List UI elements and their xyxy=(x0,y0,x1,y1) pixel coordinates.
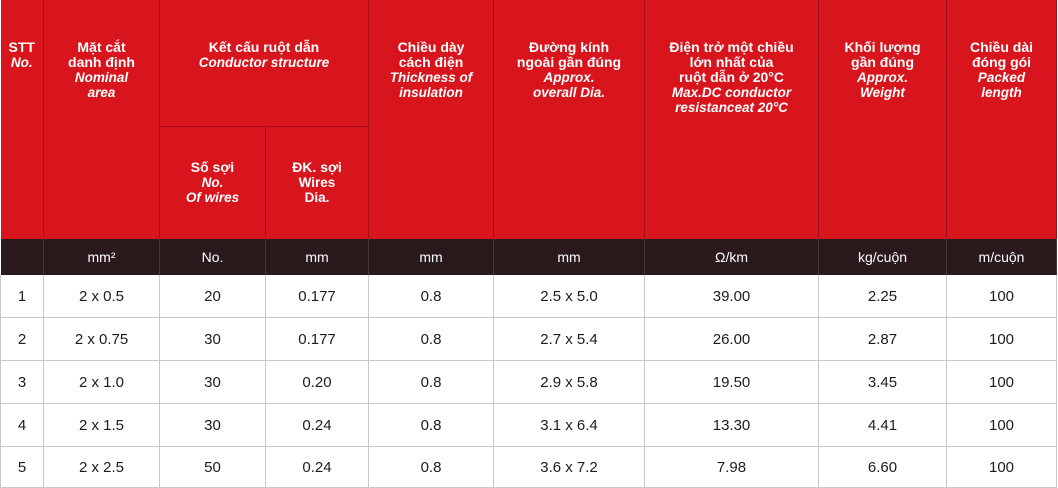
header-approx-weight: Khối lượng gần đúng Approx. Weight xyxy=(818,0,948,239)
cell-area: 2 x 0.75 xyxy=(43,317,160,361)
cell-stt: 3 xyxy=(0,360,44,404)
cell-resistance: 39.00 xyxy=(644,275,820,318)
cell-thickness: 0.8 xyxy=(368,360,495,404)
cell-length: 100 xyxy=(946,275,1058,318)
cell-dia: 0.177 xyxy=(265,275,370,318)
header-insulation-thickness: Chiều dày cách điện Thickness of insulat… xyxy=(368,0,495,239)
cell-overall: 2.5 x 5.0 xyxy=(493,275,646,318)
table-row: 5 2 x 2.5 50 0.24 0.8 3.6 x 7.2 7.98 6.6… xyxy=(0,446,1058,488)
cell-overall: 3.1 x 6.4 xyxy=(493,403,646,447)
cell-wires: 30 xyxy=(159,403,266,447)
table-row: 1 2 x 0.5 20 0.177 0.8 2.5 x 5.0 39.00 2… xyxy=(0,275,1058,318)
cell-area: 2 x 1.0 xyxy=(43,360,160,404)
cell-area: 2 x 2.5 xyxy=(43,446,160,488)
cell-thickness: 0.8 xyxy=(368,317,495,361)
header-wire-diameter: ĐK. sợi Wires Dia. xyxy=(265,126,370,239)
cell-area: 2 x 0.5 xyxy=(43,275,160,318)
cell-length: 100 xyxy=(946,403,1058,447)
unit-length: m/cuộn xyxy=(946,239,1058,275)
cell-area: 2 x 1.5 xyxy=(43,403,160,447)
header-row: STT No. Mặt cắt danh định Nominal area K… xyxy=(0,0,1058,239)
cell-weight: 3.45 xyxy=(818,360,948,404)
table-row: 4 2 x 1.5 30 0.24 0.8 3.1 x 6.4 13.30 4.… xyxy=(0,403,1058,447)
header-subrow: Số sợi No. Of wires ĐK. sợi Wires Dia. xyxy=(1,126,1057,239)
cell-dia: 0.24 xyxy=(265,446,370,488)
cell-wires: 20 xyxy=(159,275,266,318)
units-row: mm² No. mm mm mm Ω/km kg/cuộn m/cuộn xyxy=(0,239,1058,275)
cell-weight: 4.41 xyxy=(818,403,948,447)
cell-resistance: 13.30 xyxy=(644,403,820,447)
cell-wires: 30 xyxy=(159,360,266,404)
table-row: 3 2 x 1.0 30 0.20 0.8 2.9 x 5.8 19.50 3.… xyxy=(0,360,1058,404)
cell-overall: 2.9 x 5.8 xyxy=(493,360,646,404)
cell-dia: 0.24 xyxy=(265,403,370,447)
unit-resistance: Ω/km xyxy=(644,239,820,275)
cell-stt: 1 xyxy=(0,275,44,318)
cell-stt: 5 xyxy=(0,446,44,488)
table-row: 2 2 x 0.75 30 0.177 0.8 2.7 x 5.4 26.00 … xyxy=(0,317,1058,361)
cell-stt: 2 xyxy=(0,317,44,361)
cell-thickness: 0.8 xyxy=(368,446,495,488)
header-overall-diameter: Đường kính ngoài gần đúng Approx. overal… xyxy=(493,0,646,239)
header-packed-length: Chiều dài đóng gói Packed length xyxy=(946,0,1058,239)
header-dc-resistance: Điện trở một chiều lớn nhất của ruột dẫn… xyxy=(644,0,820,239)
cell-weight: 2.87 xyxy=(818,317,948,361)
unit-stt xyxy=(0,239,44,275)
unit-dia: mm xyxy=(265,239,370,275)
cell-resistance: 26.00 xyxy=(644,317,820,361)
unit-weight: kg/cuộn xyxy=(818,239,948,275)
header-nominal-area: Mặt cắt danh định Nominal area xyxy=(43,0,160,239)
header-number-of-wires: Số sợi No. Of wires xyxy=(159,126,266,239)
cell-length: 100 xyxy=(946,360,1058,404)
header-stt: STT No. xyxy=(0,0,44,239)
cell-resistance: 7.98 xyxy=(644,446,820,488)
cell-thickness: 0.8 xyxy=(368,403,495,447)
cell-weight: 2.25 xyxy=(818,275,948,318)
unit-thickness: mm xyxy=(368,239,495,275)
cell-stt: 4 xyxy=(0,403,44,447)
unit-area: mm² xyxy=(43,239,160,275)
header-conductor-structure: Kết cấu ruột dẫn Conductor structure xyxy=(159,0,370,127)
cell-overall: 2.7 x 5.4 xyxy=(493,317,646,361)
cell-wires: 50 xyxy=(159,446,266,488)
cell-resistance: 19.50 xyxy=(644,360,820,404)
cell-dia: 0.177 xyxy=(265,317,370,361)
cell-wires: 30 xyxy=(159,317,266,361)
cell-length: 100 xyxy=(946,446,1058,488)
cell-thickness: 0.8 xyxy=(368,275,495,318)
cell-overall: 3.6 x 7.2 xyxy=(493,446,646,488)
unit-overall: mm xyxy=(493,239,646,275)
cell-dia: 0.20 xyxy=(265,360,370,404)
unit-wires: No. xyxy=(159,239,266,275)
cell-weight: 6.60 xyxy=(818,446,948,488)
cell-length: 100 xyxy=(946,317,1058,361)
